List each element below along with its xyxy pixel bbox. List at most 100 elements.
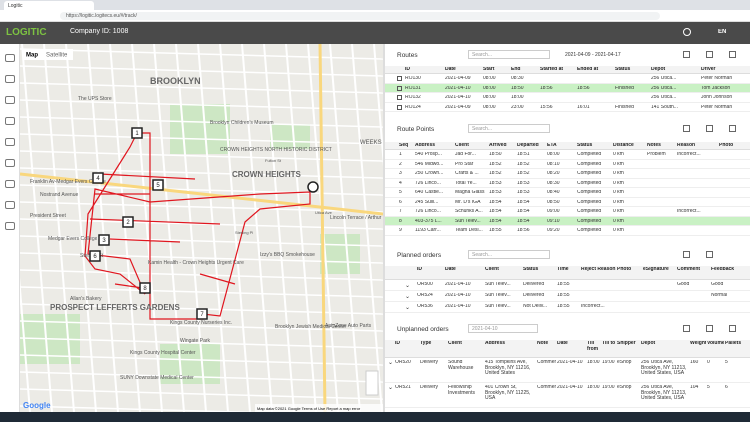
table-cell: 08:30 [511,76,524,81]
table-row[interactable] [385,280,750,291]
table-cell: 2021-04-10 [445,293,471,298]
table-cell: Delivered [523,282,545,287]
table-cell: OR524 [417,293,433,298]
column-header: Shipper [617,341,636,346]
table-cell: 0 km [613,190,624,195]
search-box[interactable]: Search... [468,250,550,259]
table-cell: Tom Jackson [701,85,731,91]
table-row[interactable] [385,207,750,217]
table-row[interactable] [385,302,750,313]
table-row[interactable] [385,150,750,160]
url[interactable]: https://logitic.logitecs.eu/#/track/ [60,12,660,20]
table-cell: 0 km [613,171,624,176]
expand-arrow: ⌄ [388,360,394,366]
table-row[interactable] [385,383,750,408]
table-cell: 18:52 [517,161,530,167]
table-row[interactable] [385,178,750,188]
column-header: Photo [719,143,734,148]
table-row[interactable] [385,169,750,179]
zoom-control [365,370,379,396]
row-checkbox [397,95,402,100]
table-cell: 08:00 [483,95,496,100]
table-cell: 2021-04-09 [445,104,471,110]
map-footer-bg [255,404,383,412]
table-row[interactable] [385,93,750,103]
toolbar-icon[interactable] [683,325,690,332]
table-cell: OR520 [395,360,411,365]
table-cell: eShop [617,360,632,365]
column-header: Status [523,267,539,272]
nav-icon[interactable] [5,222,15,230]
table-cell: Completed [577,161,602,167]
table-cell: 0 km [613,161,624,167]
table-cell: OR500 [417,282,433,287]
table-row[interactable] [385,226,750,236]
table-row[interactable] [385,102,750,112]
logo[interactable]: LOGITIC [6,27,47,38]
table-cell: 08:20 [547,171,560,176]
toolbar-icon[interactable] [683,125,690,132]
toolbar-icon[interactable] [706,251,713,258]
table-cell: 401 Crown St, Brooklyn, NY 11225, USA [485,385,531,401]
nav-icon[interactable] [5,117,15,125]
avenue [318,44,327,412]
toolbar-icon[interactable] [729,325,736,332]
nav-icon[interactable] [5,201,15,209]
column-header: ETA [547,143,557,148]
table-cell: 415 Tompkins Ave, Brooklyn, NY 11216, Un… [485,360,531,376]
table-cell: 1 [399,152,402,157]
table-row[interactable] [385,216,750,226]
toolbar-icon[interactable] [706,51,713,58]
table-cell: Good [711,282,724,287]
map-label: AutoZone Auto Parts [325,323,372,329]
table-cell: Magna Glass [455,190,485,195]
column-header: Client [485,267,499,272]
search-box[interactable]: Search... [468,50,550,59]
column-header: Status [615,67,631,72]
table-cell: 18:54 [489,209,502,214]
toolbar-icon[interactable] [729,125,736,132]
map-label: WEEKS [360,140,382,146]
table-cell: 0 [707,360,710,365]
toolbar-icon[interactable] [706,325,713,332]
table-row[interactable] [385,83,750,93]
column-header: Reason [677,143,696,148]
language[interactable]: EN [718,29,727,35]
table-cell: 2021-04-10 [445,304,471,309]
column-header: Till to [602,341,616,346]
street [20,405,266,412]
table-row[interactable] [385,74,750,84]
marker-number: 8 [143,286,147,292]
column-header: Ended at [577,67,599,72]
nav-icon[interactable] [5,75,15,83]
user-icon[interactable] [683,28,691,36]
toolbar-icon[interactable] [706,125,713,132]
table-cell: Crafts & ... [455,171,479,176]
column-header: Seq [399,143,409,148]
column-header: Comment [677,267,701,272]
street [65,44,97,412]
table-cell: 18:00 [587,360,600,365]
toolbar-icon[interactable] [729,51,736,58]
nav-icon[interactable] [5,54,15,62]
column-header: Till from [587,341,599,352]
nav-icon[interactable] [5,159,15,167]
table-cell: 9 [399,228,402,233]
nav-icon[interactable] [5,96,15,104]
table-row[interactable] [385,197,750,207]
table-row[interactable] [385,159,750,169]
table-cell: 18:53 [489,180,502,186]
table-row[interactable] [385,358,750,383]
table-cell: Completed [577,152,602,157]
toolbar-icon[interactable] [683,251,690,258]
search-box[interactable]: Search... [468,124,550,133]
table-cell: RO130 [405,76,421,81]
tab[interactable]: Logitic [4,1,94,10]
nav-icon[interactable] [5,138,15,146]
table-row[interactable] [385,291,750,302]
route-marker [92,172,104,184]
table-row[interactable] [385,188,750,198]
nav-icon[interactable] [5,180,15,188]
expand-arrow: ⌄ [405,294,411,300]
toolbar-icon[interactable] [683,51,690,58]
